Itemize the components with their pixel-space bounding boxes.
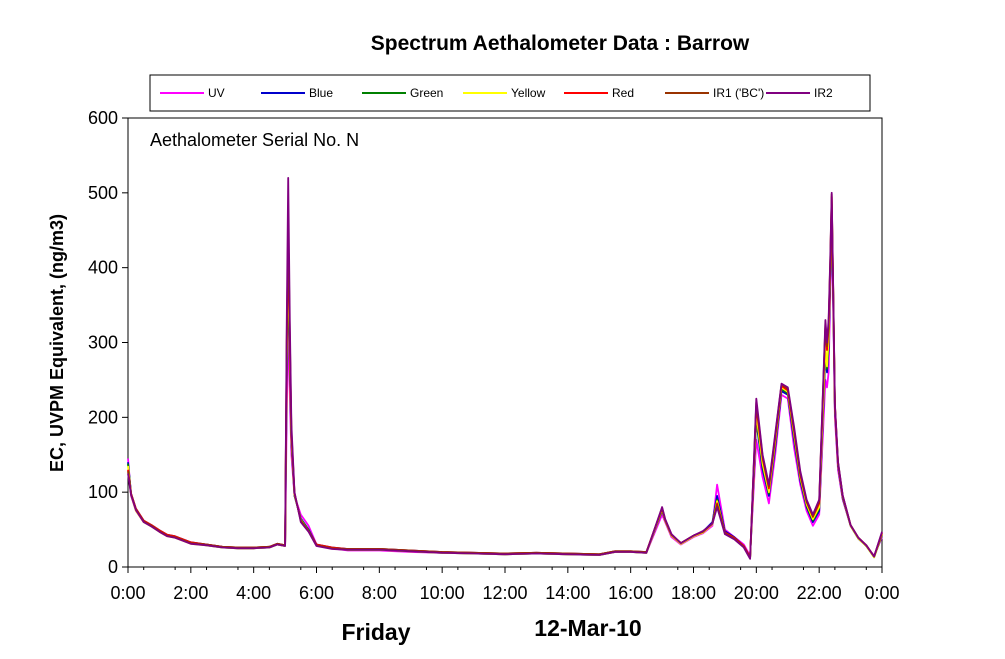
- series-line-7: [127, 176, 883, 560]
- chart-title: Spectrum Aethalometer Data : Barrow: [371, 32, 750, 55]
- x-tick-label: 0:00: [110, 583, 145, 603]
- y-tick-label: 0: [108, 557, 118, 577]
- y-tick-label: 300: [88, 333, 118, 353]
- x-tick-label: 20:00: [734, 583, 779, 603]
- x-tick-label: 0:00: [864, 583, 899, 603]
- x-axis: 0:00 2:00 4:00 6:00 8:00 10:00 12:00 14:00 16:00…: [110, 567, 900, 603]
- x-tick-label: 2:00: [173, 583, 208, 603]
- x-tick-label: 8:00: [362, 583, 397, 603]
- legend-label: IR1 ('BC'): [713, 86, 764, 100]
- annotation: Aethalometer Serial No. N: [150, 130, 359, 150]
- plot-area: [127, 117, 883, 568]
- legend: UV Blue Green Yellow Red IR1 ('BC') IR2: [160, 86, 833, 100]
- x-axis-label-date: 12-Mar-10: [534, 615, 641, 641]
- series-lines: [127, 176, 883, 560]
- x-tick-label: 4:00: [236, 583, 271, 603]
- y-tick-label: 100: [88, 482, 118, 502]
- legend-label: Blue: [309, 86, 333, 100]
- legend-label: Yellow: [511, 86, 546, 100]
- legend-label: UV: [208, 86, 225, 100]
- x-tick-label: 16:00: [608, 583, 653, 603]
- y-tick-label: 500: [88, 183, 118, 203]
- legend-label: Red: [612, 86, 634, 100]
- x-axis-label-day: Friday: [341, 619, 410, 645]
- legend-label: Green: [410, 86, 443, 100]
- y-axis-label: EC, UVPM Equivalent, (ng/m3): [47, 214, 67, 472]
- legend-label: IR2: [814, 86, 833, 100]
- y-tick-label: 400: [88, 258, 118, 278]
- x-tick-label: 12:00: [482, 583, 527, 603]
- x-tick-label: 14:00: [545, 583, 590, 603]
- x-tick-label: 18:00: [671, 583, 716, 603]
- y-axis: 0 100 200 300 400 500 600: [88, 108, 128, 577]
- x-tick-label: 6:00: [299, 583, 334, 603]
- y-tick-label: 600: [88, 108, 118, 128]
- x-tick-label: 22:00: [797, 583, 842, 603]
- x-tick-label: 10:00: [420, 583, 465, 603]
- y-tick-label: 200: [88, 407, 118, 427]
